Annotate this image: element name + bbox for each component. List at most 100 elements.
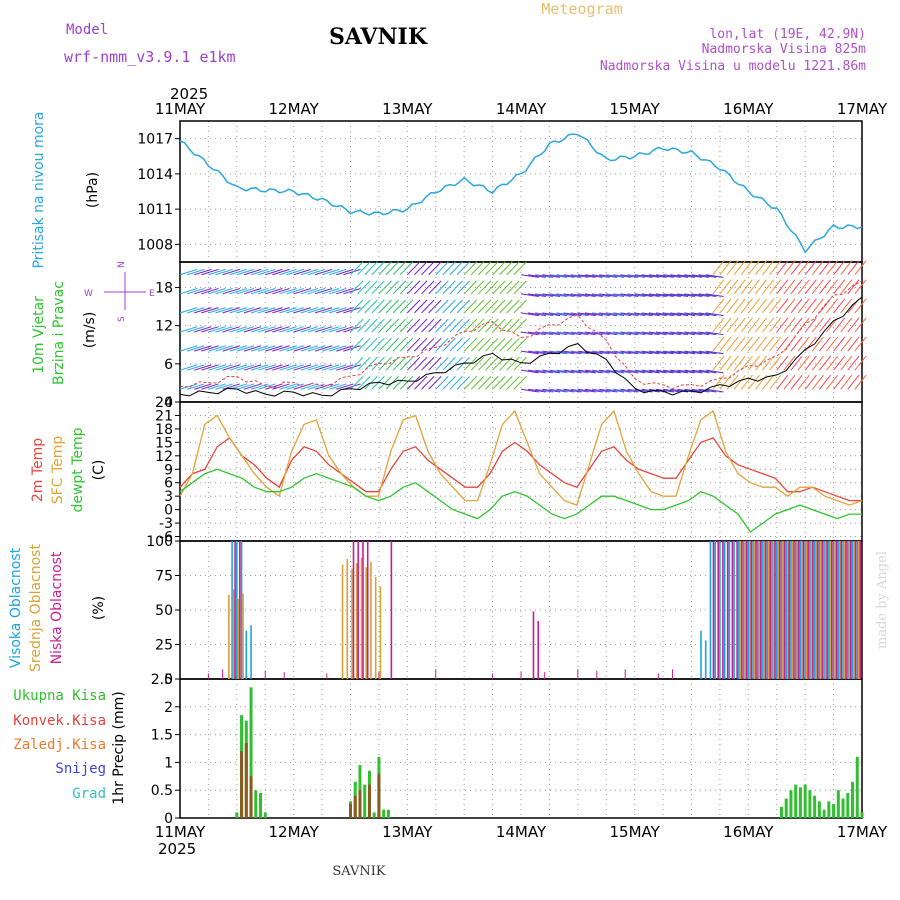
wind-barb (435, 356, 449, 371)
wind-barb (257, 326, 276, 333)
wind-barb (456, 318, 470, 333)
wind-barb (648, 274, 667, 278)
wind-barb (478, 261, 492, 276)
wind-barb (599, 331, 618, 336)
wind-barb (762, 355, 775, 371)
wind-barb (421, 261, 435, 276)
wind-barb (520, 388, 539, 393)
wind-barb (300, 288, 319, 295)
wind-barb (286, 383, 304, 390)
wind-barb (506, 261, 520, 276)
wind-barb (535, 274, 554, 278)
wind-barb (591, 369, 610, 374)
wind-barb (655, 350, 674, 355)
wind-barb (599, 312, 618, 317)
wind-barb (840, 279, 853, 295)
wind-barb (755, 298, 768, 314)
wind-barb (847, 355, 860, 371)
wind-barb (350, 376, 364, 390)
wind-barb (236, 326, 255, 333)
wind-barb (634, 293, 653, 298)
wind-barb (442, 280, 456, 295)
wind-barb (747, 260, 760, 276)
wind-barb (769, 279, 782, 295)
wind-barb (250, 383, 269, 390)
wind-barb (406, 356, 421, 371)
wind-barb (265, 307, 283, 314)
wind-barb (293, 364, 312, 371)
wind-barb (243, 307, 262, 314)
wind-barb (542, 312, 561, 317)
wind-barb (343, 268, 361, 276)
wind-barb (705, 274, 724, 278)
wind-unit: (m/s) (82, 312, 98, 349)
wind-barb (740, 374, 753, 390)
wind-barb (790, 260, 803, 276)
wind-barb (726, 336, 739, 352)
wind-barb (719, 298, 732, 314)
wind-barb (428, 337, 442, 352)
wind-barb (343, 288, 361, 295)
wind-speed-line (179, 296, 863, 397)
wind-barb (790, 279, 803, 295)
wind-barb (371, 337, 385, 352)
wind-barb (542, 388, 561, 393)
altitude-label: Nadmorska Visina 825m (702, 42, 867, 57)
cloud-series (231, 541, 859, 679)
precip-label-conv: Konvek.Kisa (13, 713, 106, 729)
wind-barb (648, 331, 667, 336)
wind-barb (854, 260, 867, 276)
wind-barb (336, 268, 354, 276)
wind-barb (364, 280, 378, 295)
wind-barb (513, 261, 527, 276)
wind-barb (606, 388, 625, 393)
wind-barb (279, 383, 297, 390)
compass-n: N (117, 261, 127, 268)
wind-barb (549, 331, 568, 336)
wind-barb (470, 376, 485, 390)
wind-barb (556, 369, 575, 374)
wind-barb (399, 356, 414, 371)
wind-barb (747, 355, 760, 371)
wind-barb (485, 261, 499, 276)
ytick-label: 0 (164, 395, 173, 411)
wind-barb (783, 260, 796, 276)
precip-total-bar (841, 798, 845, 818)
compass-s: S (117, 316, 127, 322)
wind-barb (591, 274, 610, 278)
wind-barb (804, 317, 817, 333)
wind-barb (456, 299, 470, 314)
wind-barb (528, 331, 546, 336)
wind-barb (456, 356, 470, 371)
wind-barb (385, 337, 399, 352)
wind-barb (470, 299, 485, 314)
wind-barb (804, 374, 817, 390)
wind-barb (655, 331, 674, 336)
wind-barb (456, 376, 470, 390)
wind-barb (634, 331, 653, 336)
wind-barb (350, 280, 364, 295)
bottom-day-label: 11MAY (155, 823, 206, 841)
wind-barb (428, 299, 442, 314)
wind-barb (428, 376, 442, 390)
wind-barb (435, 299, 449, 314)
wind-barb (549, 350, 568, 355)
wind-barb (627, 331, 646, 336)
wind-barb (755, 260, 768, 276)
wind-barb (336, 326, 354, 333)
wind-barb (563, 388, 582, 393)
wind-barb (783, 298, 796, 314)
wind-barb (336, 345, 354, 352)
wind-barb (321, 307, 340, 314)
wind-barb (392, 261, 407, 276)
wind-barb (755, 355, 768, 371)
wind-barb (520, 369, 539, 374)
wind-barb (663, 312, 681, 317)
precip-total-bar (851, 781, 855, 818)
wind-barb (655, 274, 674, 278)
precip-conv-bar (349, 804, 352, 818)
wind-barb (542, 331, 561, 336)
wind-barb (606, 293, 625, 298)
wind-barb (222, 288, 240, 295)
wind-barb (208, 383, 226, 390)
